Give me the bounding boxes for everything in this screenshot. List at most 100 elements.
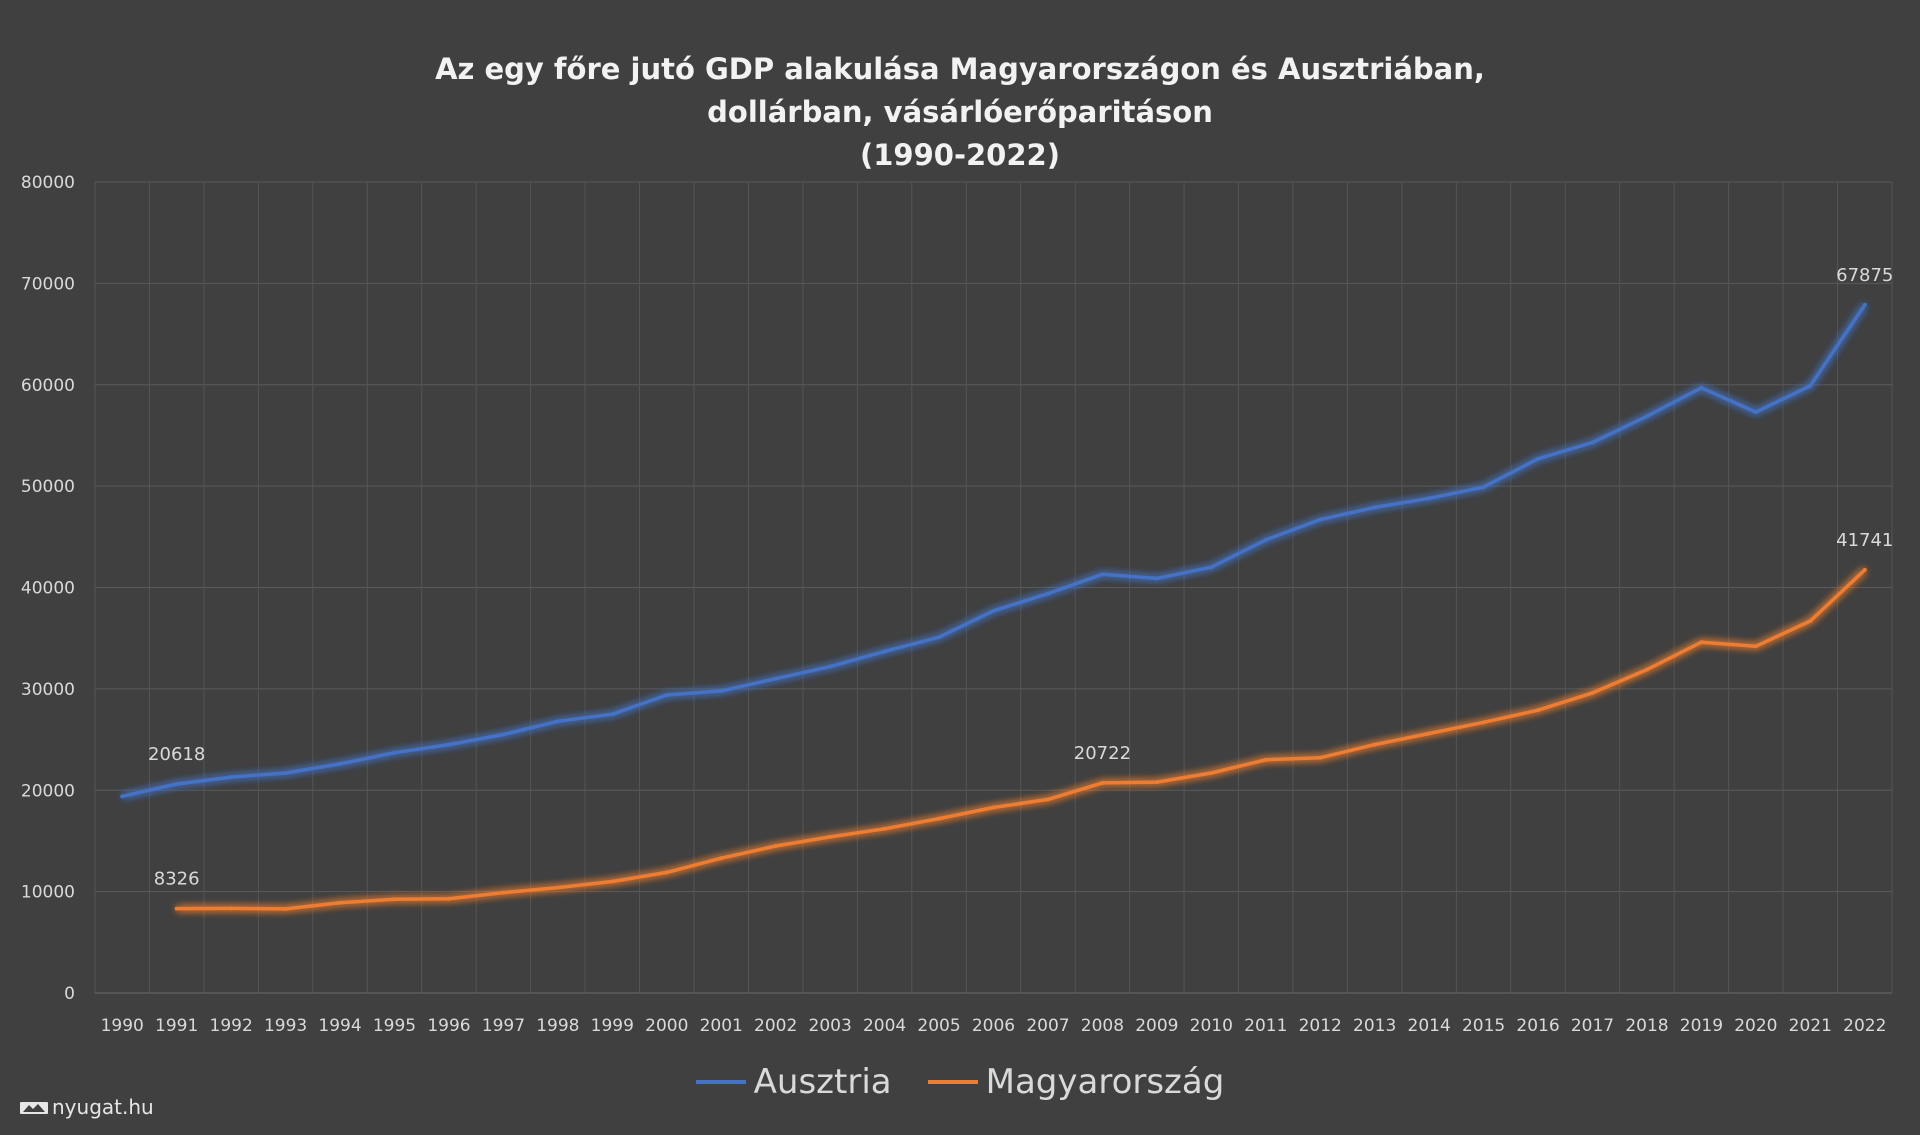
- data-point: [1045, 797, 1050, 802]
- chart-title-line-3: (1990-2022): [860, 138, 1060, 172]
- data-point: [937, 816, 942, 821]
- legend: Ausztria Magyarország: [0, 1062, 1920, 1102]
- series-line-ausztria: [121, 303, 1867, 799]
- series-line-magyarorszag: [176, 568, 1866, 911]
- data-point: [1154, 780, 1159, 785]
- x-tick-label: 2022: [1843, 1016, 1886, 1036]
- x-tick-label: 2007: [1026, 1016, 1069, 1036]
- data-point: [1427, 496, 1432, 501]
- y-tick-label: 30000: [21, 680, 75, 700]
- data-label: 20722: [1074, 743, 1131, 764]
- data-point: [1862, 567, 1867, 572]
- data-point: [446, 896, 451, 901]
- data-point: [991, 805, 996, 810]
- y-tick-label: 20000: [21, 781, 75, 801]
- nyugat-logo-icon: [20, 1102, 48, 1114]
- x-tick-label: 2020: [1734, 1016, 1777, 1036]
- data-point: [392, 897, 397, 902]
- data-point: [610, 712, 615, 717]
- data-point: [991, 608, 996, 613]
- data-point: [1263, 757, 1268, 762]
- legend-item-ausztria[interactable]: Ausztria: [695, 1062, 892, 1102]
- x-axis-ticks: 1990 1991 1992 1993 1994 1995 1996 1997 1998 1999…: [101, 1016, 1887, 1036]
- y-axis-ticks: 0 10000 20000 30000 40000 50000 60000 70000 8000…: [21, 173, 75, 1004]
- x-tick-label: 2016: [1516, 1016, 1559, 1036]
- data-label: 20618: [148, 744, 205, 765]
- data-point: [1481, 720, 1486, 725]
- data-point: [1100, 572, 1105, 577]
- x-tick-label: 1991: [155, 1016, 198, 1036]
- x-tick-label: 2010: [1190, 1016, 1233, 1036]
- data-point: [1590, 440, 1595, 445]
- x-tick-label: 1993: [264, 1016, 307, 1036]
- x-tick-label: 2006: [972, 1016, 1015, 1036]
- data-point: [1318, 755, 1323, 760]
- data-point: [229, 775, 234, 780]
- data-point: [1808, 618, 1813, 623]
- data-point: [1209, 771, 1214, 776]
- data-point: [1154, 576, 1159, 581]
- data-point: [773, 844, 778, 849]
- data-point: [1209, 565, 1214, 570]
- data-point: [120, 794, 125, 799]
- data-label: 41741: [1836, 530, 1893, 551]
- y-tick-label: 10000: [21, 883, 75, 903]
- x-tick-label: 2002: [754, 1016, 797, 1036]
- data-point: [1536, 708, 1541, 713]
- gridlines: [94, 181, 1893, 994]
- data-point: [283, 906, 288, 911]
- x-tick-label: 2001: [700, 1016, 743, 1036]
- x-tick-label: 1994: [318, 1016, 361, 1036]
- data-point: [882, 649, 887, 654]
- legend-label-ausztria: Ausztria: [753, 1062, 892, 1102]
- y-tick-label: 60000: [21, 376, 75, 396]
- data-point: [392, 750, 397, 755]
- data-point: [1753, 644, 1758, 649]
- data-point: [338, 761, 343, 766]
- x-tick-label: 1996: [427, 1016, 470, 1036]
- chart-title-line-2: dollárban, vásárlóerőparitáson: [707, 95, 1213, 129]
- series-lines: [120, 302, 1867, 911]
- data-point: [555, 885, 560, 890]
- x-tick-label: 2013: [1353, 1016, 1396, 1036]
- data-point: [773, 676, 778, 681]
- data-point: [1372, 505, 1377, 510]
- data-label: 67875: [1836, 265, 1893, 286]
- x-tick-label: 2018: [1625, 1016, 1668, 1036]
- y-tick-label: 50000: [21, 477, 75, 497]
- x-tick-label: 1992: [210, 1016, 253, 1036]
- data-point: [610, 879, 615, 884]
- data-point: [828, 664, 833, 669]
- data-point: [1427, 731, 1432, 736]
- x-tick-label: 2000: [645, 1016, 688, 1036]
- data-point: [1263, 537, 1268, 542]
- x-tick-label: 2008: [1081, 1016, 1124, 1036]
- data-point: [1699, 385, 1704, 390]
- x-tick-label: 1998: [536, 1016, 579, 1036]
- legend-item-magyarorszag[interactable]: Magyarország: [927, 1062, 1224, 1102]
- data-point: [664, 870, 669, 875]
- y-tick-label: 40000: [21, 579, 75, 599]
- data-point: [1372, 742, 1377, 747]
- chart-title-line-1: Az egy főre jutó GDP alakulása Magyarors…: [435, 52, 1485, 86]
- x-tick-label: 2015: [1462, 1016, 1505, 1036]
- data-point: [174, 781, 179, 786]
- data-point: [501, 732, 506, 737]
- x-tick-label: 1990: [101, 1016, 144, 1036]
- data-point: [828, 834, 833, 839]
- chart-title: Az egy főre jutó GDP alakulása Magyarors…: [0, 48, 1920, 177]
- x-tick-label: 2003: [809, 1016, 852, 1036]
- data-labels: 20618 67875 8326 20722 41741: [148, 265, 1893, 890]
- data-point: [1699, 640, 1704, 645]
- data-point: [1808, 383, 1813, 388]
- y-tick-label: 0: [64, 984, 75, 1004]
- data-point: [446, 742, 451, 747]
- data-point: [1644, 667, 1649, 672]
- data-point: [1481, 485, 1486, 490]
- data-point: [664, 692, 669, 697]
- data-point: [338, 900, 343, 905]
- data-point: [1318, 517, 1323, 522]
- data-point: [1862, 302, 1867, 307]
- legend-swatch-ausztria: [695, 1080, 746, 1084]
